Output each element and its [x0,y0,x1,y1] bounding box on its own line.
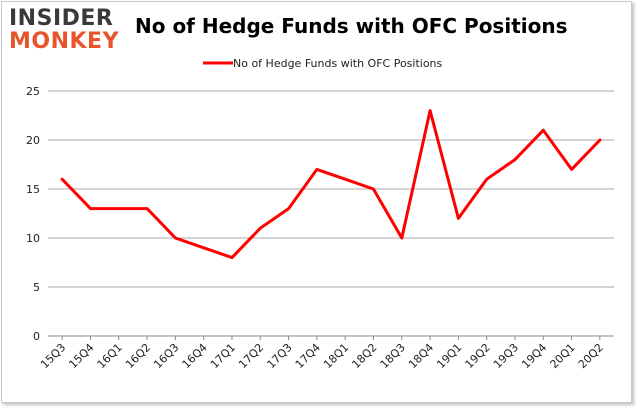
x-tick-label: 20Q2 [576,341,606,371]
y-tick-label: 0 [33,330,40,343]
x-tick-label: 15Q3 [38,341,68,371]
legend-label: No of Hedge Funds with OFC Positions [233,57,443,70]
x-tick-label: 19Q1 [434,341,464,371]
x-tick-label: 16Q4 [180,341,210,371]
x-tick-label: 20Q1 [548,341,578,371]
x-tick-label: 17Q2 [236,341,266,371]
x-tick-label: 17Q1 [208,341,238,371]
y-axis-ticks: 0 5 10 15 20 25 [26,85,40,343]
y-tick-label: 20 [26,134,40,147]
y-tick-label: 25 [26,85,40,98]
y-tick-label: 15 [26,183,40,196]
x-tick-label: 18Q2 [349,341,379,371]
x-tick-label: 18Q1 [321,341,351,371]
x-tick-label: 16Q3 [151,341,181,371]
logo-line-2: MONKEY [9,29,120,54]
logo-line-1: INSIDER [9,6,114,31]
x-axis-ticks: 15Q315Q416Q116Q216Q316Q417Q117Q217Q317Q4… [38,336,606,371]
y-tick-label: 10 [26,232,40,245]
x-tick-label: 19Q4 [519,341,549,371]
x-tick-label: 19Q2 [463,341,493,371]
x-tick-label: 17Q3 [265,341,295,371]
x-tick-label: 19Q3 [491,341,521,371]
x-tick-label: 18Q3 [378,341,408,371]
series-line [60,109,602,260]
x-tick-label: 18Q4 [406,341,436,371]
x-tick-label: 16Q1 [95,341,125,371]
series-lines [60,109,602,260]
x-tick-label: 17Q4 [293,341,323,371]
insider-monkey-logo: INSIDER MONKEY [9,4,121,56]
chart-title: No of Hedge Funds with OFC Positions [135,14,568,38]
legend: No of Hedge Funds with OFC Positions [203,57,443,70]
y-tick-label: 5 [33,281,40,294]
gridlines [48,90,614,288]
x-tick-label: 15Q4 [66,341,96,371]
x-tick-label: 16Q2 [123,341,153,371]
